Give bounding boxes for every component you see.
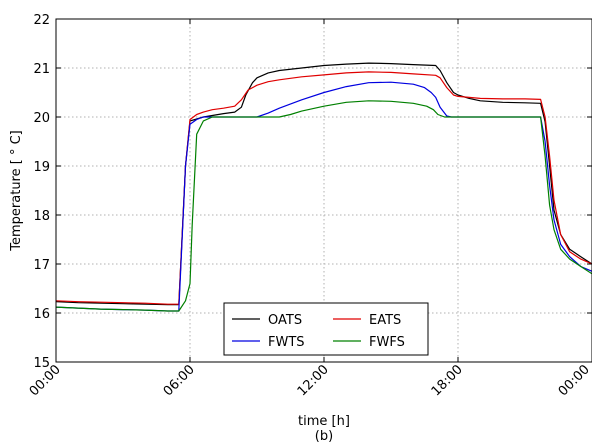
y-axis-title: Temperature [ ° C] [9,130,24,251]
x-tick-label: 00:00 [556,362,592,399]
y-tick-label: 15 [33,356,50,371]
x-tick-label: 06:00 [161,362,198,399]
y-tick-label: 19 [33,160,50,175]
x-tick-label: 18:00 [429,362,466,399]
y-tick-label: 20 [33,111,50,126]
legend: OATS EATS FWTS FWFS [223,302,429,356]
series-line-fwts [55,81,592,312]
series-line-fwfs [55,100,592,312]
y-tick-label: 21 [33,62,50,77]
legend-label: FWTS [268,335,305,350]
y-tick-label: 16 [33,307,50,322]
legend-label: FWFS [369,335,405,350]
grid-lines [56,19,592,362]
y-tick-label: 22 [33,13,50,28]
legend-label: EATS [369,313,401,328]
x-axis-title: time [h] [298,414,350,429]
y-tick-label: 18 [33,209,50,224]
legend-box [223,302,429,356]
axis-ticks [55,18,592,363]
x-tick-label: 12:00 [295,362,332,399]
y-tick-label: 17 [33,258,50,273]
legend-label: OATS [268,313,302,328]
series-lines [55,62,592,312]
figure-caption: (b) [315,429,333,444]
